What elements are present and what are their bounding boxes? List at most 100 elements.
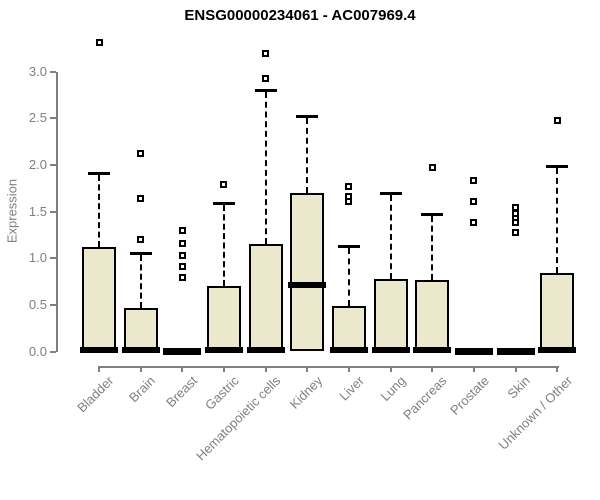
box-hematopoietic-cells [248,244,283,352]
x-label-liver: Liver [336,373,367,404]
x-label-kidney: Kidney [286,373,325,412]
outlier-bladder-0 [95,39,103,47]
x-label-brain: Brain [126,373,159,406]
x-label-bladder: Bladder [74,373,117,416]
x-label-unknown-other: Unknown / Other [495,373,575,453]
outlier-breast-4 [178,274,186,282]
whisker-pancreas [431,215,434,280]
y-tick-label-2.0: 2.0 [28,157,47,173]
x-label-pancreas: Pancreas [400,373,450,423]
x-label-gastric: Gastric [201,373,242,413]
whisker-bladder [98,175,100,248]
x-tick-prostate [472,366,475,372]
y-tick-label-3.0: 3.0 [28,63,47,79]
outlier-brain-0 [137,150,145,158]
x-tick-pancreas [431,366,434,372]
whisker-gastric [222,205,225,287]
y-tick-label-0.5: 0.5 [28,297,47,313]
median-unknown-other [538,346,577,353]
median-brain [121,346,160,353]
x-tick-hematopoietic-cells [264,366,267,372]
box-liver [331,305,366,352]
outlier-hematopoietic-cells-1 [262,74,270,82]
flat-bar-breast [163,347,202,355]
y-tick-1.0 [50,257,56,260]
x-tick-brain [139,366,142,372]
x-tick-breast [181,366,184,372]
whisker-liver [347,248,350,306]
median-pancreas [413,346,452,353]
outlier-skin-4 [512,228,520,236]
outlier-breast-2 [178,252,186,260]
outlier-breast-1 [178,239,186,247]
whisker-lung [389,195,392,279]
y-axis-line [56,72,58,352]
x-axis-line [98,366,559,368]
x-tick-gastric [222,366,225,372]
x-label-prostate: Prostate [446,373,492,418]
y-tick-label-1.0: 1.0 [28,250,47,266]
whisker-cap-unknown-other [546,164,569,168]
x-tick-liver [347,366,350,372]
box-gastric [206,286,241,352]
x-tick-kidney [306,366,309,372]
flat-bar-prostate [454,347,493,355]
whisker-cap-liver [337,245,360,249]
median-gastric [204,346,243,353]
x-tick-lung [389,366,392,372]
outlier-prostate-0 [470,177,478,185]
outlier-breast-3 [178,263,186,271]
box-bladder [82,247,116,352]
outlier-liver-0 [345,183,353,190]
outlier-pancreas-0 [428,164,436,172]
outlier-unknown-other-0 [553,116,561,124]
outlier-prostate-2 [470,219,478,227]
y-tick-0.0 [50,350,56,353]
x-tick-skin [514,366,517,372]
outlier-skin-3 [512,219,520,227]
median-lung [371,346,410,353]
whisker-cap-lung [379,192,402,196]
outlier-prostate-1 [470,197,478,205]
median-hematopoietic-cells [246,346,285,353]
y-tick-label-1.5: 1.5 [28,203,47,219]
y-tick-2.0 [50,164,56,167]
whisker-cap-bladder [88,172,110,176]
whisker-kidney [306,117,309,194]
whisker-brain [139,254,142,308]
chart-title: ENSG00000234061 - AC007969.4 [184,7,416,24]
outlier-gastric-0 [220,181,228,189]
median-bladder [80,346,118,353]
outlier-breast-0 [178,226,186,234]
outlier-liver-2 [345,197,353,205]
flat-bar-skin [496,347,535,355]
y-tick-2.5 [50,117,56,120]
box-unknown-other [540,273,575,352]
whisker-cap-gastric [212,202,235,206]
y-tick-0.5 [50,304,56,307]
x-tick-bladder [98,366,100,372]
outlier-brain-2 [137,236,145,244]
whisker-unknown-other [556,167,559,274]
outlier-brain-1 [137,195,145,203]
median-liver [329,346,368,353]
y-tick-3.0 [50,70,56,73]
box-brain [123,307,158,352]
x-label-lung: Lung [377,373,409,405]
whisker-cap-hematopoietic-cells [254,89,277,93]
whisker-cap-pancreas [421,212,444,216]
y-tick-label-2.5: 2.5 [28,110,47,126]
outlier-hematopoietic-cells-0 [262,49,270,57]
x-label-breast: Breast [162,373,200,411]
box-kidney [290,193,325,351]
median-kidney [288,281,327,288]
whisker-cap-brain [129,251,152,255]
x-tick-unknown-other [556,366,559,372]
y-tick-label-0.0: 0.0 [28,343,47,359]
x-label-skin: Skin [504,373,534,402]
y-tick-1.5 [50,210,56,213]
whisker-cap-kidney [296,114,319,118]
box-pancreas [415,279,450,352]
whisker-hematopoietic-cells [264,92,267,245]
